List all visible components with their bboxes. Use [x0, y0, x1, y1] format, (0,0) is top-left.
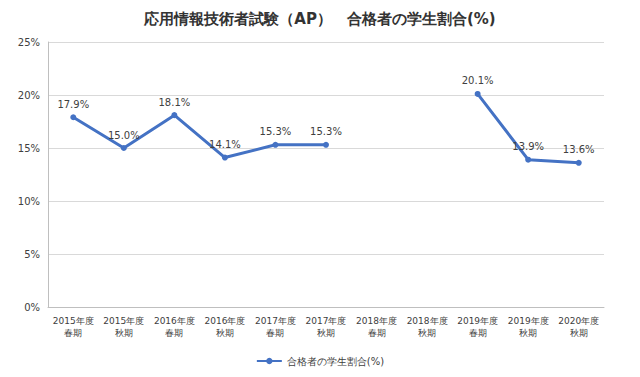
- svg-text:15%: 15%: [18, 143, 40, 154]
- svg-text:18.1%: 18.1%: [158, 97, 190, 108]
- svg-text:2018年度: 2018年度: [356, 316, 397, 326]
- svg-text:20%: 20%: [18, 90, 40, 101]
- svg-text:2015年度: 2015年度: [103, 316, 144, 326]
- svg-text:25%: 25%: [18, 37, 40, 48]
- svg-text:秋期: 秋期: [216, 328, 234, 338]
- svg-text:春期: 春期: [165, 328, 183, 338]
- svg-text:2019年度: 2019年度: [508, 316, 549, 326]
- svg-text:13.6%: 13.6%: [563, 144, 595, 155]
- svg-text:17.9%: 17.9%: [57, 99, 89, 110]
- svg-text:秋期: 秋期: [570, 328, 588, 338]
- svg-text:春期: 春期: [469, 328, 487, 338]
- svg-text:2018年度: 2018年度: [407, 316, 448, 326]
- svg-text:秋期: 秋期: [115, 328, 133, 338]
- svg-text:15.3%: 15.3%: [260, 126, 292, 137]
- svg-text:5%: 5%: [24, 249, 40, 260]
- svg-text:秋期: 秋期: [317, 328, 335, 338]
- svg-text:合格者の学生割合(%): 合格者の学生割合(%): [287, 356, 384, 367]
- svg-text:2017年度: 2017年度: [255, 316, 296, 326]
- svg-text:2019年度: 2019年度: [457, 316, 498, 326]
- svg-text:2017年度: 2017年度: [306, 316, 347, 326]
- svg-text:春期: 春期: [266, 328, 284, 338]
- svg-text:15.0%: 15.0%: [108, 130, 140, 141]
- svg-text:春期: 春期: [64, 328, 82, 338]
- svg-text:2015年度: 2015年度: [53, 316, 94, 326]
- svg-text:14.1%: 14.1%: [209, 139, 241, 150]
- svg-text:秋期: 秋期: [519, 328, 537, 338]
- svg-text:秋期: 秋期: [418, 328, 436, 338]
- svg-text:応用情報技術者試験（AP） 合格者の学生割合(%): 応用情報技術者試験（AP） 合格者の学生割合(%): [143, 10, 495, 28]
- svg-text:2020年度: 2020年度: [558, 316, 599, 326]
- svg-text:10%: 10%: [18, 196, 40, 207]
- svg-text:13.9%: 13.9%: [512, 141, 544, 152]
- svg-text:春期: 春期: [368, 328, 386, 338]
- svg-text:0%: 0%: [24, 302, 40, 313]
- svg-text:20.1%: 20.1%: [462, 75, 494, 86]
- svg-text:15.3%: 15.3%: [310, 126, 342, 137]
- svg-text:2016年度: 2016年度: [154, 316, 195, 326]
- svg-text:2016年度: 2016年度: [204, 316, 245, 326]
